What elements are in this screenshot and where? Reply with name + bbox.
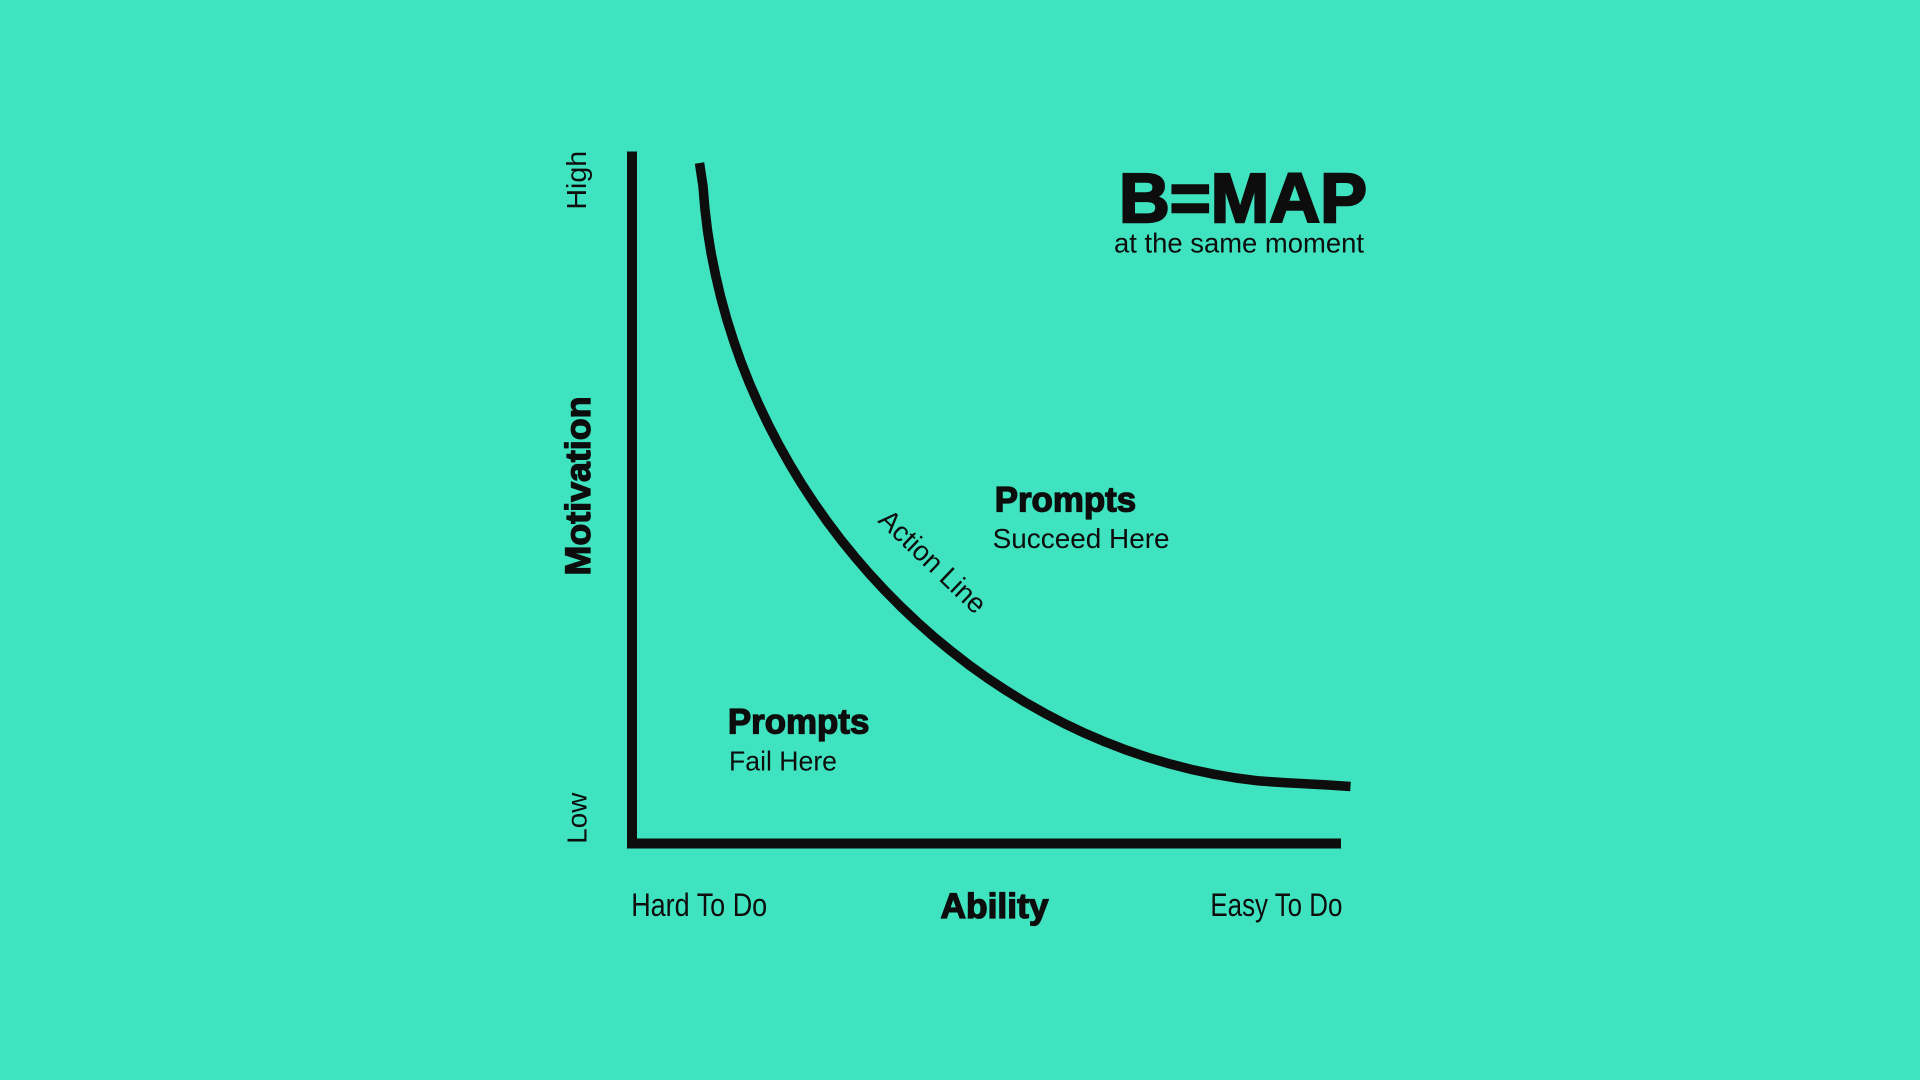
- svg-text:Prompts: Prompts: [995, 480, 1136, 519]
- svg-text:Low: Low: [561, 792, 592, 844]
- svg-text:Fail Here: Fail Here: [729, 746, 837, 777]
- svg-text:Succeed Here: Succeed Here: [993, 523, 1170, 554]
- svg-text:Ability: Ability: [941, 887, 1050, 926]
- svg-text:B=MAP: B=MAP: [1119, 159, 1367, 237]
- svg-text:at the same moment: at the same moment: [1114, 228, 1364, 259]
- svg-text:Easy To Do: Easy To Do: [1210, 887, 1342, 923]
- svg-text:High: High: [561, 151, 592, 210]
- svg-text:Hard To Do: Hard To Do: [631, 887, 767, 923]
- svg-text:Motivation: Motivation: [559, 397, 598, 576]
- svg-text:Prompts: Prompts: [728, 702, 870, 741]
